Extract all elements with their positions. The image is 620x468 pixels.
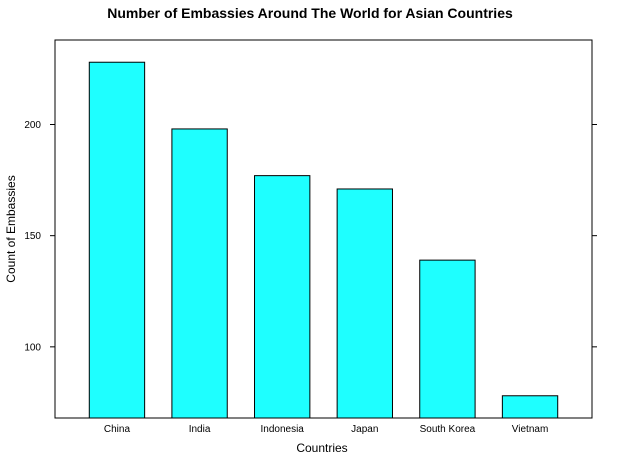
- x-tick-label-vietnam: Vietnam: [512, 424, 549, 435]
- y-axis-ticks: 100 150 200: [24, 120, 597, 353]
- y-tick-label: 100: [24, 342, 41, 353]
- chart-title: Number of Embassies Around The World for…: [107, 5, 513, 21]
- x-tick-label-china: China: [104, 424, 131, 435]
- y-axis-label: Count of Embassies: [4, 175, 18, 282]
- y-tick-label: 200: [24, 120, 41, 131]
- x-tick-label-indonesia: Indonesia: [261, 424, 305, 435]
- bar-vietnam: [501, 395, 559, 419]
- bar-japan: [336, 188, 393, 419]
- x-tick-label-japan: Japan: [351, 424, 378, 435]
- x-axis-label: Countries: [296, 441, 347, 455]
- x-tick-label-south-korea: South Korea: [420, 424, 476, 435]
- bar-india: [171, 128, 228, 419]
- bar-south-korea: [419, 259, 476, 419]
- bar-china: [88, 61, 146, 419]
- plot-frame: [54, 39, 593, 419]
- x-axis-tick-labels: China India Indonesia Japan South Korea Vietn…: [104, 424, 548, 435]
- bars: [88, 61, 559, 419]
- y-tick-label: 150: [24, 231, 41, 242]
- x-tick-label-india: India: [189, 424, 211, 435]
- bar-indonesia: [254, 175, 311, 419]
